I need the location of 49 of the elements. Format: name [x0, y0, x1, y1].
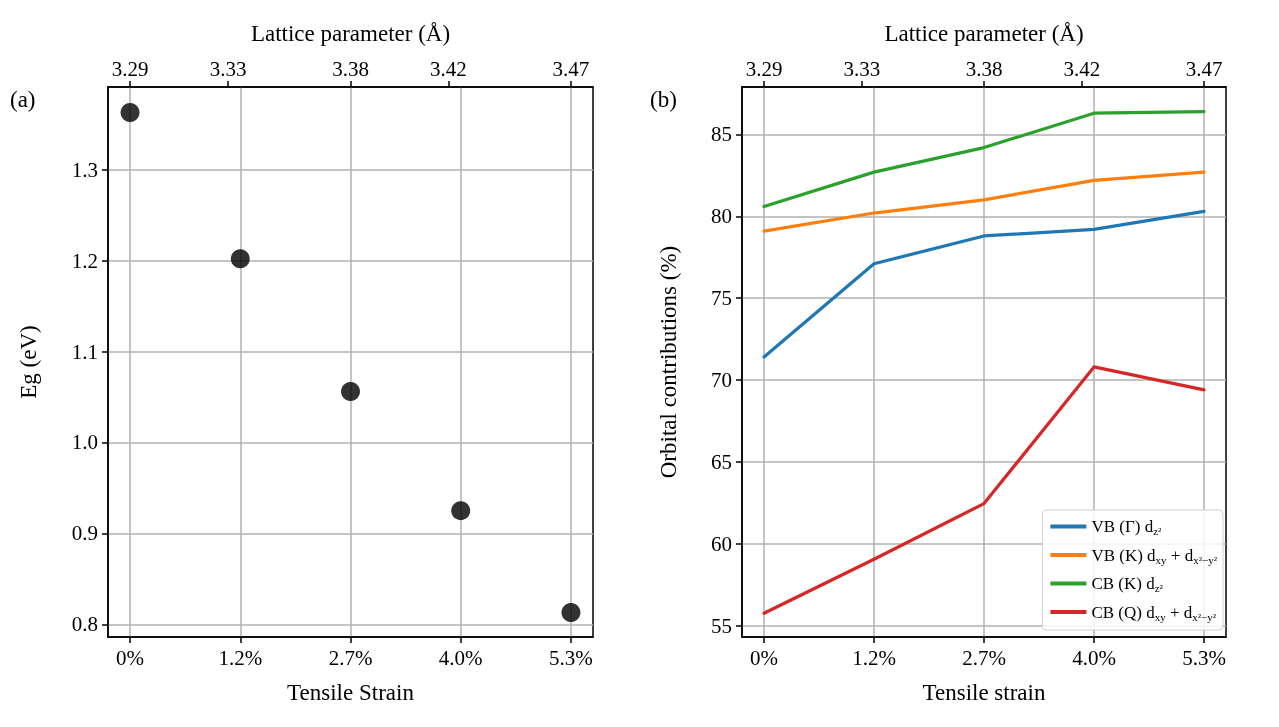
x-tick-label: 1.2%: [218, 645, 263, 670]
point: [561, 602, 581, 622]
x2-axis-title: Lattice parameter (Å): [884, 21, 1084, 46]
y-tick-label: 70: [711, 368, 732, 393]
x2-tick-label: 3.47: [1185, 56, 1223, 81]
y-tick-label: 55: [711, 613, 732, 638]
x-tick-label: 4.0%: [1072, 645, 1116, 670]
line-series: [762, 170, 1206, 233]
x2-tick-label: 3.38: [332, 56, 369, 81]
y-axis-title: Eg (eV): [16, 325, 41, 399]
x2-axis-title: Lattice parameter (Å): [250, 21, 451, 46]
y-axis-title: Orbital contributions (%): [656, 245, 681, 479]
y-tick-label: 1.2: [71, 248, 98, 273]
y-tick-label: 1.0: [71, 430, 98, 455]
point: [451, 501, 471, 521]
x2-tick-label: 3.47: [552, 56, 590, 81]
y-tick-label: 1.1: [71, 339, 98, 364]
y-tick-label: 75: [711, 286, 732, 311]
x-tick-label: 0%: [750, 645, 778, 670]
text: (a): [10, 87, 36, 112]
y-tick-label: 80: [711, 204, 732, 229]
point: [120, 102, 140, 122]
x2-tick-label: 3.29: [111, 56, 149, 81]
y-tick-label: 65: [711, 449, 732, 474]
x2-tick-label: 3.42: [1063, 56, 1101, 81]
text: (b): [650, 87, 677, 112]
y-tick-label: 60: [711, 531, 732, 556]
x-tick-label: 5.3%: [1182, 645, 1226, 670]
point: [341, 382, 360, 402]
x-tick-label: 0%: [116, 645, 145, 670]
x2-tick-label: 3.38: [965, 56, 1003, 81]
y-tick-label: 0.9: [71, 521, 98, 546]
x2-tick-label: 3.33: [843, 56, 881, 81]
x-tick-label: 2.7%: [962, 645, 1006, 670]
line-series: [762, 109, 1206, 209]
x2-tick-label: 3.33: [209, 56, 247, 81]
x-axis-title: Tensile Strain: [287, 680, 415, 705]
x-tick-label: 5.3%: [549, 645, 593, 670]
y-tick-label: 85: [711, 122, 732, 147]
y-tick-label: 0.8: [71, 612, 98, 637]
y-tick-label: 1.3: [71, 157, 98, 182]
x-tick-label: 1.2%: [852, 645, 896, 670]
x-tick-label: 4.0%: [438, 645, 483, 670]
point: [230, 249, 250, 269]
line-series: [762, 209, 1206, 359]
x-tick-label: 2.7%: [328, 645, 373, 670]
x-axis-title: Tensile strain: [922, 680, 1046, 705]
x2-tick-label: 3.42: [430, 56, 467, 81]
x2-tick-label: 3.29: [745, 56, 783, 81]
